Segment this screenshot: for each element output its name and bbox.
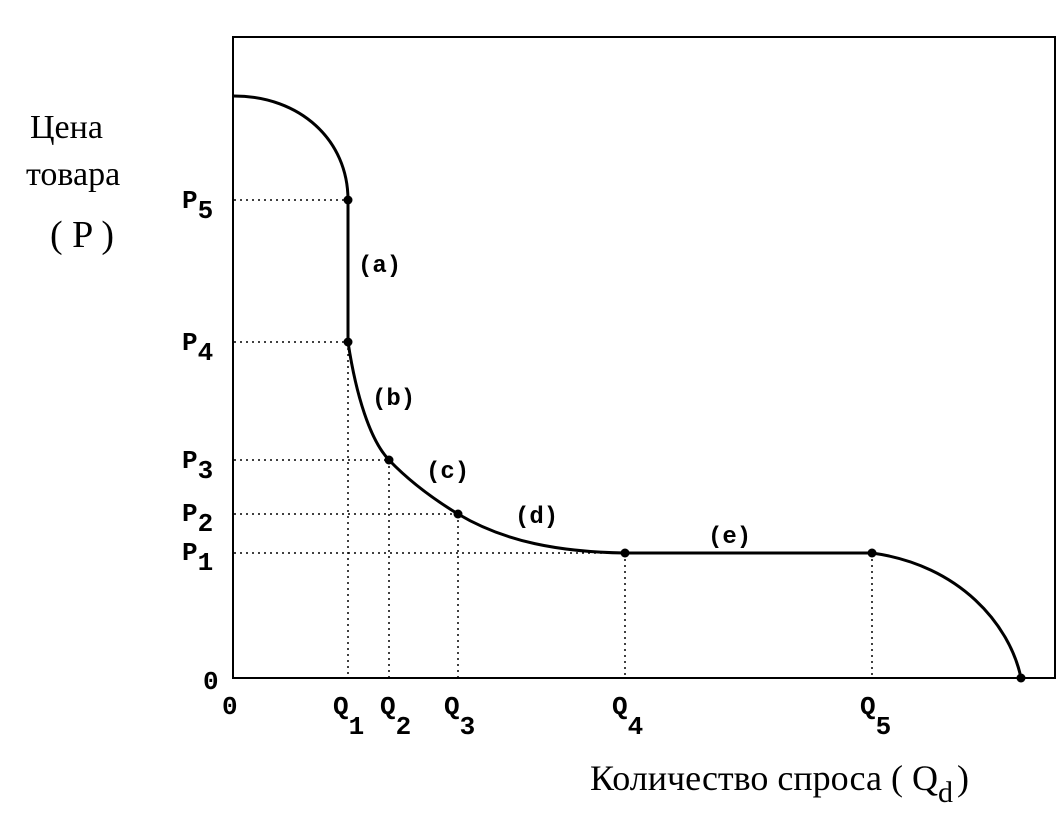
data-points (343, 195, 1026, 683)
point-max-0 (1016, 673, 1026, 683)
segment-label-d: (d) (515, 504, 558, 531)
point-q5-p1 (867, 548, 877, 558)
tick-p3: P3 (182, 446, 213, 486)
tick-q2: Q2 (380, 692, 411, 742)
tick-q5: Q5 (860, 692, 891, 742)
x-axis-label-close: ) (957, 758, 969, 798)
tick-q4: Q4 (612, 692, 643, 742)
segment-label-a: (a) (358, 253, 401, 280)
y-axis-label-line2: товара (26, 156, 120, 193)
segment-label-e: (e) (708, 524, 751, 551)
x-axis-label-sub: d (938, 776, 953, 809)
x-origin-label: 0 (222, 692, 238, 722)
x-axis-label-main: Количество спроса ( Q (590, 758, 938, 798)
tick-p1: P1 (182, 538, 213, 578)
x-axis-label: Количество спроса ( Qd) (590, 758, 969, 809)
plot-frame (232, 36, 1056, 679)
tick-q1: Q1 (333, 692, 364, 742)
point-q1-p5 (343, 195, 353, 205)
tick-p2: P2 (182, 499, 213, 539)
y-axis-label-line1: Цена (30, 109, 103, 146)
segment-label-b: (b) (372, 386, 415, 413)
point-q4-p1 (620, 548, 630, 558)
point-q2-p3 (384, 455, 394, 465)
guide-lines (234, 199, 873, 678)
y-axis-label-line3: ( P ) (50, 214, 114, 256)
y-origin-label: 0 (203, 667, 219, 697)
segment-label-c: (c) (426, 459, 469, 486)
tick-q3: Q3 (444, 692, 475, 742)
tick-p4: P4 (182, 328, 213, 368)
point-q3-p2 (453, 509, 463, 519)
point-q1-p4 (343, 337, 353, 347)
tick-p5: P5 (182, 186, 213, 226)
demand-curve (233, 94, 1023, 679)
